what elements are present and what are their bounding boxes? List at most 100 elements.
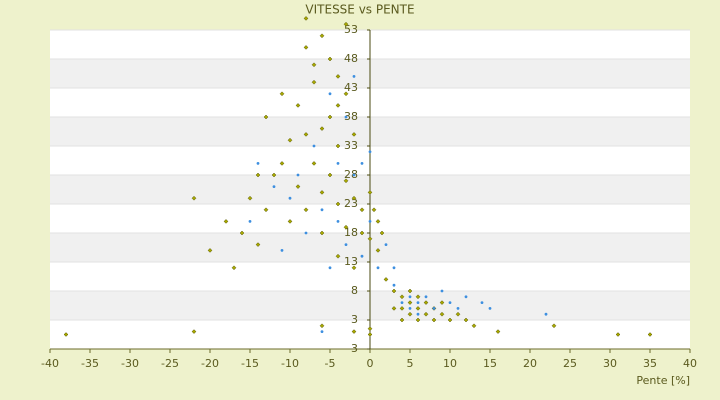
data-point bbox=[279, 91, 285, 97]
data-point bbox=[447, 317, 453, 323]
data-point bbox=[416, 312, 420, 316]
data-point bbox=[407, 288, 413, 294]
data-point bbox=[383, 277, 389, 282]
data-point bbox=[311, 62, 317, 68]
data-point bbox=[343, 91, 349, 97]
data-point bbox=[255, 242, 261, 247]
data-point bbox=[295, 103, 301, 108]
data-point bbox=[351, 132, 357, 137]
data-point bbox=[327, 56, 333, 62]
data-point bbox=[488, 307, 492, 310]
data-point bbox=[416, 301, 420, 304]
x-tick-label: 25 bbox=[563, 357, 577, 370]
data-point bbox=[455, 311, 461, 317]
data-point bbox=[303, 132, 309, 137]
data-point bbox=[399, 306, 405, 311]
data-point bbox=[392, 266, 396, 270]
data-point bbox=[263, 207, 269, 213]
x-tick-label: -25 bbox=[161, 357, 179, 370]
data-point bbox=[407, 311, 413, 317]
data-point bbox=[376, 266, 380, 270]
y-tick-label: 53 bbox=[344, 23, 358, 36]
y-tick-label: 13 bbox=[344, 255, 358, 268]
data-point bbox=[464, 295, 468, 299]
data-point bbox=[456, 307, 460, 310]
data-point bbox=[647, 332, 653, 337]
data-point bbox=[287, 219, 293, 224]
data-point bbox=[343, 224, 349, 230]
data-point bbox=[311, 161, 317, 166]
x-tick-label: -10 bbox=[281, 357, 299, 370]
data-point bbox=[463, 317, 469, 323]
data-point bbox=[335, 103, 341, 108]
data-point bbox=[247, 195, 253, 201]
data-point bbox=[407, 300, 413, 305]
data-point bbox=[371, 207, 377, 213]
x-tick-label: -40 bbox=[41, 357, 59, 370]
data-point bbox=[360, 162, 364, 165]
x-tick-label: -5 bbox=[325, 357, 336, 370]
data-point bbox=[311, 79, 317, 85]
data-point bbox=[239, 230, 245, 236]
y-tick-label: 8 bbox=[351, 284, 358, 297]
data-point bbox=[319, 190, 325, 195]
x-tick-label: -30 bbox=[121, 357, 139, 370]
data-point bbox=[320, 208, 324, 212]
data-point bbox=[368, 220, 372, 223]
data-point bbox=[375, 219, 381, 224]
data-point bbox=[319, 323, 325, 329]
y-tick-label: 43 bbox=[344, 81, 358, 94]
data-point bbox=[431, 317, 437, 323]
data-point bbox=[304, 231, 308, 235]
y-tick-label: 23 bbox=[344, 197, 358, 210]
data-point bbox=[295, 184, 301, 189]
data-point bbox=[423, 311, 429, 317]
data-point bbox=[551, 323, 557, 329]
data-point bbox=[271, 172, 277, 178]
data-point bbox=[344, 115, 348, 119]
x-axis-title: Pente [%] bbox=[636, 374, 690, 387]
x-tick-label: 40 bbox=[683, 357, 697, 370]
x-tick-label: 0 bbox=[367, 357, 374, 370]
data-point bbox=[367, 236, 373, 242]
data-point bbox=[319, 230, 325, 236]
data-point bbox=[359, 230, 365, 236]
data-point bbox=[367, 326, 373, 332]
data-point bbox=[439, 300, 445, 305]
data-point bbox=[263, 114, 269, 120]
data-point bbox=[448, 301, 452, 304]
data-point bbox=[351, 195, 357, 201]
data-point bbox=[408, 307, 412, 310]
data-point bbox=[615, 332, 621, 337]
x-tick-label: -20 bbox=[201, 357, 219, 370]
data-point bbox=[303, 207, 309, 213]
data-point bbox=[320, 330, 324, 333]
data-point bbox=[343, 21, 349, 27]
x-tick-label: -15 bbox=[241, 357, 259, 370]
data-point bbox=[327, 114, 333, 120]
data-point bbox=[223, 219, 229, 224]
data-point bbox=[379, 230, 385, 236]
data-point bbox=[375, 248, 381, 253]
chart-title: VITESSE vs PENTE bbox=[305, 3, 414, 17]
data-point bbox=[231, 265, 237, 271]
data-point bbox=[319, 33, 325, 39]
x-tick-label: 5 bbox=[407, 357, 414, 370]
data-point bbox=[424, 295, 428, 299]
data-point bbox=[207, 248, 213, 253]
data-point bbox=[399, 294, 405, 300]
data-point bbox=[335, 74, 341, 79]
data-point bbox=[352, 173, 356, 177]
data-point bbox=[328, 266, 332, 270]
data-point bbox=[255, 172, 261, 178]
data-point bbox=[352, 75, 356, 78]
data-point bbox=[391, 288, 397, 294]
data-point bbox=[328, 92, 332, 96]
data-point bbox=[335, 201, 341, 207]
data-point bbox=[344, 243, 348, 247]
data-point bbox=[336, 220, 340, 223]
x-tick-label: 20 bbox=[523, 357, 537, 370]
data-point bbox=[191, 329, 197, 334]
x-tick-label: 30 bbox=[603, 357, 617, 370]
